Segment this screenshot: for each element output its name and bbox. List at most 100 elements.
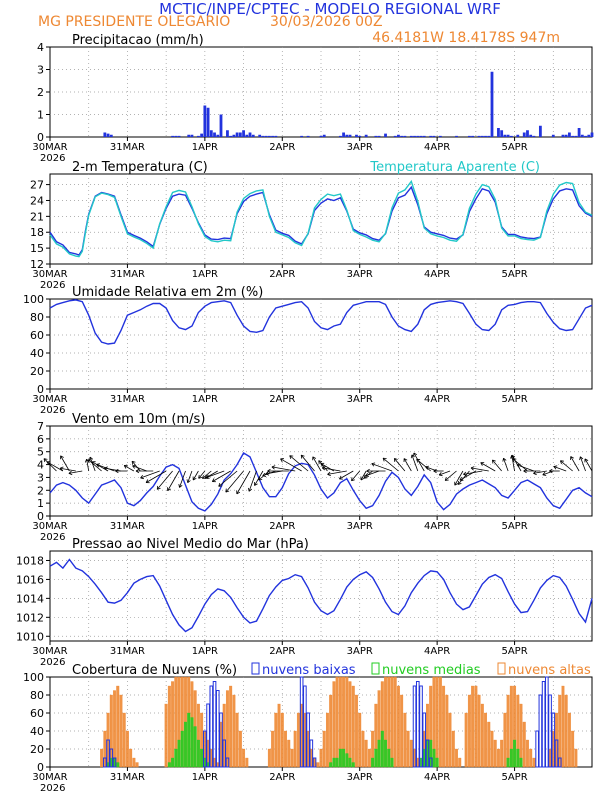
precip-bar (264, 135, 268, 137)
cloud-bar (490, 730, 494, 768)
wind-arrow (351, 470, 361, 482)
y-tick-label: 1014 (16, 592, 44, 605)
x-tick-label: 30MAR (32, 394, 67, 405)
y-tick-label: 0 (37, 131, 44, 144)
y-tick-label: 80 (30, 311, 44, 324)
wind-arrow-head (198, 474, 203, 479)
precip-bar (571, 135, 575, 137)
cloud-bar (384, 739, 387, 768)
cloud-bar (193, 726, 197, 768)
cloud-bar (329, 694, 333, 768)
wind-arrow-head (178, 484, 183, 488)
wind-arrow (289, 455, 309, 472)
precip-bar (345, 134, 349, 137)
precip-bar (400, 135, 404, 137)
cloud-bar (493, 739, 497, 768)
cloud-bar (274, 712, 278, 768)
precip-bar (274, 135, 278, 137)
cloud-bar (348, 757, 352, 768)
y-tick-label: 1018 (16, 554, 44, 567)
x-tick-label: 31MAR (110, 772, 145, 783)
cloud-bar (509, 748, 513, 768)
x-tick-label: 31MAR (110, 142, 145, 153)
cloud-bar (215, 690, 220, 768)
cloud-bar (396, 685, 400, 768)
cloud-bar (548, 694, 552, 768)
cloud-bar (335, 676, 339, 768)
wind-arrow (89, 456, 96, 472)
cloud-bar (129, 748, 133, 768)
x-tick-label: 2APR (269, 521, 295, 532)
x-tick-label: 31MAR (110, 394, 145, 405)
precip-bar (267, 135, 271, 137)
wind-arrow-head (321, 466, 326, 471)
x-tick-label: 1APR (192, 269, 218, 280)
x-tick-label: 5APR (501, 142, 527, 153)
cloud-bar (219, 712, 223, 768)
cloud-bar (458, 757, 462, 768)
y-tick-label: 60 (30, 707, 44, 720)
precip-bar (200, 133, 204, 137)
precip-bar (206, 107, 210, 137)
x-tick-label: 1APR (192, 772, 218, 783)
legend-swatch (497, 662, 506, 675)
cloud-bar (167, 762, 171, 768)
cloud-bar (103, 757, 107, 768)
wind-arrow-head (413, 452, 418, 457)
cloud-bar (477, 694, 481, 768)
wind-arrow (503, 458, 509, 472)
cloud-bar (293, 730, 297, 768)
header-line1: MCTIC/INPE/CPTEC - MODELO REGIONAL WRF (159, 0, 501, 18)
wind-arrow-head (327, 471, 331, 477)
precip-bar (229, 135, 233, 137)
precip-bar (209, 130, 213, 137)
wind-arrow-head (312, 456, 317, 461)
wind-arrow (492, 459, 502, 472)
precip-bar (422, 135, 426, 137)
header-coords: 46.4181W 18.4178S 947m (372, 30, 560, 46)
wind-arrow (339, 470, 354, 480)
cloud-bar (474, 685, 478, 768)
wind-arrow-head (410, 454, 415, 459)
cloud-bar (309, 739, 314, 768)
cloud-bar (522, 721, 526, 768)
wind-arrow-head (459, 476, 464, 481)
cloud-bar (319, 748, 323, 768)
wind-arrow-head (463, 471, 467, 476)
cloud-bar (184, 721, 187, 768)
wind-arrow-head (87, 459, 92, 464)
legend-label: nuvens altas (508, 663, 591, 678)
cloud-bar (358, 712, 362, 768)
cloud-bar (267, 748, 271, 768)
y-tick-label: 40 (30, 725, 44, 738)
x-tick-label: 3APR (347, 269, 373, 280)
precip-bar (506, 134, 510, 137)
precip-bar (197, 135, 200, 137)
wind-arrow-head (351, 477, 355, 482)
cloud-bar (100, 748, 104, 768)
cloud-bar (551, 712, 556, 768)
x-tick-label: 31MAR (110, 521, 145, 532)
y-tick-label: 5 (37, 446, 44, 459)
x-tick-label: 4APR (424, 142, 450, 153)
cloud-bar (116, 685, 120, 768)
x-tick-label: 5APR (501, 646, 527, 657)
wind-arrow (60, 455, 70, 472)
cloud-bar (412, 685, 417, 768)
cloud-bar (513, 739, 517, 768)
wind-arrow (403, 458, 412, 472)
precip-bar (306, 135, 310, 137)
wind-arrow-head (192, 476, 197, 481)
cloud-bar (242, 748, 246, 768)
x-tick-label: 3APR (347, 521, 373, 532)
precip-bar (574, 135, 578, 137)
cloud-bar (448, 712, 452, 768)
wind-arrow-head (60, 455, 64, 460)
x-year-label: 2026 (40, 153, 65, 164)
wind-arrow (212, 470, 231, 482)
y-tick-label: 3 (37, 64, 44, 77)
x-year-label: 2026 (40, 532, 65, 543)
wind-arrow-head (267, 468, 271, 474)
x-tick-label: 2APR (269, 269, 295, 280)
y-tick-label: 2 (37, 86, 44, 99)
